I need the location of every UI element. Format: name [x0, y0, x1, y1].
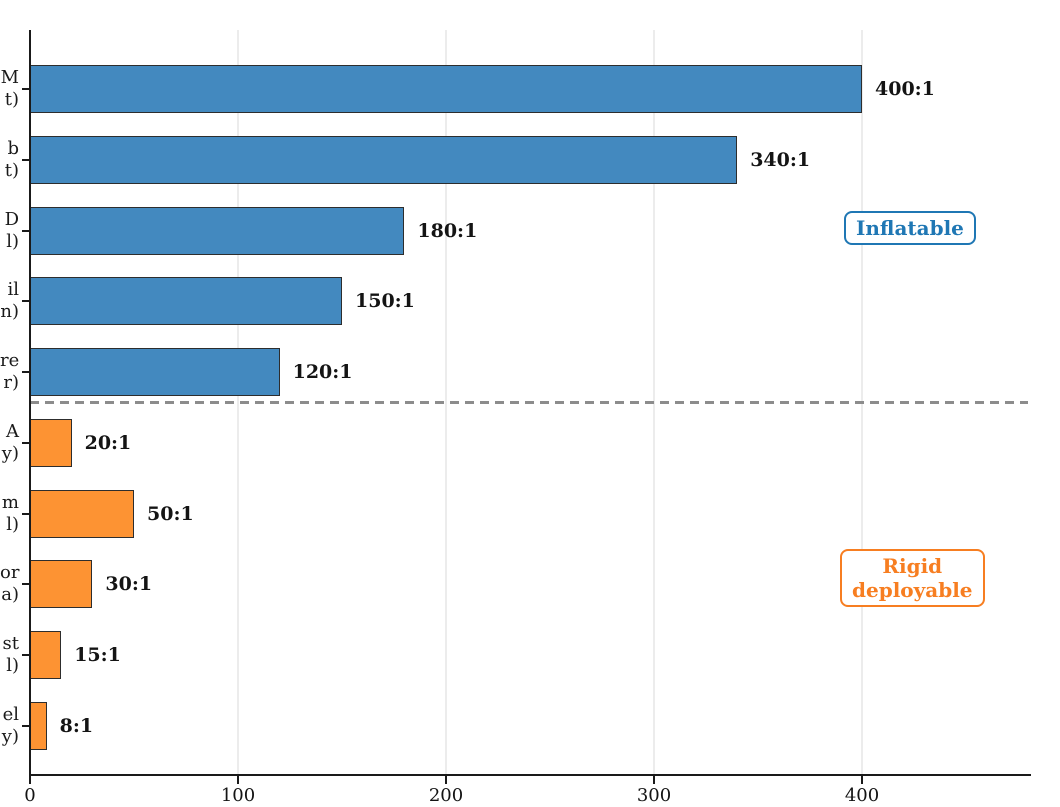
x-tick-mark [861, 776, 863, 784]
x-axis-spine [29, 774, 1031, 776]
bar-value-label: 8:1 [59, 714, 94, 737]
x-tick-mark [445, 776, 447, 784]
bar-value-label: 50:1 [147, 502, 194, 525]
y-tick-mark [22, 158, 30, 161]
bar-value-label: 30:1 [105, 573, 153, 596]
group-separator-dashed-line [30, 401, 1028, 405]
y-tick-label-fragment: m l) [1, 491, 19, 535]
y-tick-mark [22, 654, 30, 656]
y-tick-label-fragment: st l) [2, 633, 19, 676]
y-tick-mark [22, 512, 30, 515]
y-tick-label-fragment: M t) [0, 67, 19, 110]
y-axis-spine [29, 30, 31, 777]
y-tick-label-fragment: el y) [1, 703, 19, 747]
bar-inflatable [30, 65, 862, 113]
y-tick-label-fragment: or a) [0, 562, 20, 606]
bar-inflatable [30, 348, 280, 396]
bar-inflatable [30, 135, 738, 184]
x-tick-label: 400 [844, 785, 880, 806]
x-tick-label: 200 [428, 785, 464, 806]
bar-rigid [30, 418, 72, 467]
bar-value-label: 180:1 [417, 219, 478, 242]
bar-rigid [30, 489, 134, 538]
y-tick-label-fragment: A y) [1, 420, 19, 464]
bar-inflatable [30, 206, 405, 255]
bar-value-label: 400:1 [875, 78, 935, 100]
legend-inflatable: Inflatable [844, 211, 976, 245]
y-tick-label-fragment: D l) [4, 208, 19, 252]
y-tick-label-fragment: il n) [0, 279, 19, 323]
x-tick-label: 300 [636, 785, 672, 806]
bar-value-label: 150:1 [355, 290, 415, 313]
y-tick-mark [22, 441, 30, 444]
bar-inflatable [30, 277, 342, 326]
y-tick-label-fragment: b t) [4, 137, 19, 181]
bar-value-label: 20:1 [84, 431, 132, 454]
y-tick-mark [22, 88, 30, 90]
y-tick-mark [22, 229, 30, 232]
x-tick-label: 0 [24, 785, 36, 806]
bar-rigid [30, 560, 93, 609]
bar-rigid [30, 631, 62, 679]
x-tick-mark [29, 776, 31, 784]
bar-rigid [30, 701, 47, 750]
x-tick-mark [653, 776, 655, 784]
x-tick-label: 100 [220, 785, 256, 806]
legend-rigid-label-line2: deployable [852, 578, 973, 602]
x-tick-mark [237, 776, 239, 784]
legend-rigid-deployable: Rigid deployable [840, 549, 985, 607]
bar-value-label: 340:1 [750, 148, 811, 171]
y-tick-mark [22, 583, 30, 586]
y-tick-mark [22, 371, 30, 373]
bar-value-label: 120:1 [292, 361, 353, 383]
bar-value-label: 15:1 [74, 644, 121, 666]
y-tick-mark [22, 300, 30, 303]
y-tick-mark [22, 724, 30, 727]
legend-inflatable-label: Inflatable [856, 216, 964, 240]
y-tick-label-fragment: re r) [0, 350, 20, 393]
legend-rigid-label-line1: Rigid [882, 554, 943, 578]
